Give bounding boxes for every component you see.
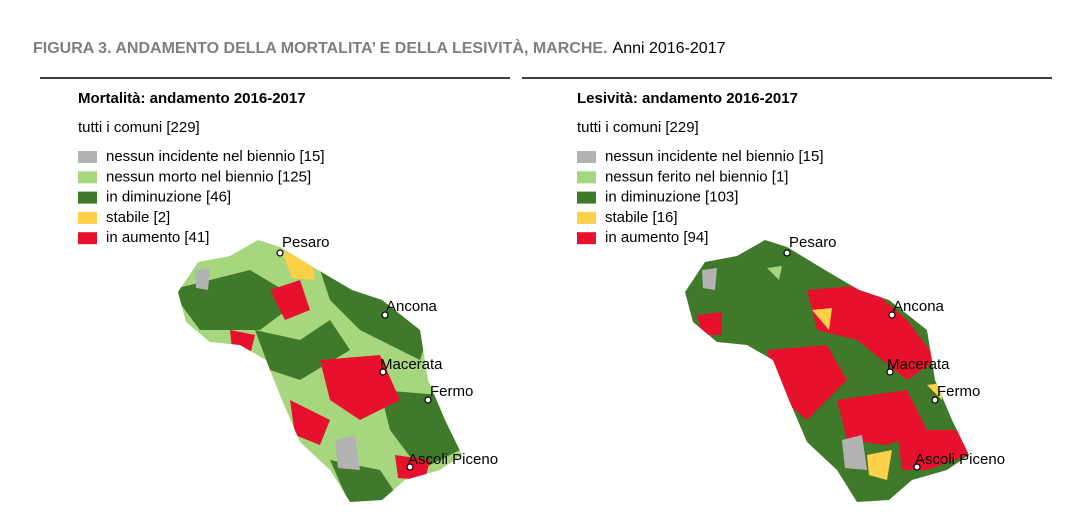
- area: [867, 450, 892, 480]
- city-labels: Pesaro Ancona Macerata Fermo Ascoli Piceno: [276, 234, 498, 471]
- panel-title: Lesività: andamento 2016-2017: [577, 90, 798, 107]
- city-label: Macerata: [380, 356, 443, 373]
- area: [702, 268, 717, 290]
- legend-label: nessun incidente nel biennio [15]: [106, 148, 325, 165]
- legend-swatch: [577, 171, 596, 184]
- legend-label: in aumento [41]: [106, 229, 209, 246]
- city-label: Fermo: [430, 383, 473, 400]
- area: [330, 460, 400, 502]
- area: [842, 435, 867, 470]
- legend: nessun incidente nel biennio [15] nessun …: [78, 148, 325, 246]
- legend-label: nessun ferito nel biennio [1]: [605, 168, 788, 185]
- area: [195, 268, 210, 290]
- city-dot: [931, 396, 939, 404]
- legend-label: stabile [16]: [605, 209, 678, 226]
- area: [767, 266, 782, 280]
- legend-swatch: [78, 191, 97, 204]
- legend-swatch: [78, 151, 97, 163]
- city-label: Macerata: [887, 356, 950, 373]
- city-dot: [406, 463, 414, 471]
- panel-subtitle: tutti i comuni [229]: [577, 119, 699, 136]
- city-dot: [783, 249, 791, 257]
- legend-swatch: [577, 151, 596, 163]
- area: [807, 285, 937, 380]
- legend: nessun incidente nel biennio [15] nessun …: [577, 148, 824, 246]
- city-label: Ancona: [893, 298, 945, 315]
- city-label: Ascoli Piceno: [915, 451, 1005, 468]
- area: [270, 280, 310, 320]
- city-label: Ancona: [386, 298, 438, 315]
- legend-label: in aumento [94]: [605, 229, 708, 246]
- legend-label: in diminuzione [46]: [106, 189, 231, 206]
- area: [380, 390, 460, 470]
- legend-swatch: [78, 171, 97, 184]
- city-label: Fermo: [937, 383, 980, 400]
- area: [320, 270, 430, 360]
- area: [812, 308, 832, 330]
- city-dot: [913, 463, 921, 471]
- figure-period: Anni 2016-2017: [613, 40, 726, 57]
- city-label: Pesaro: [789, 234, 837, 251]
- legend-swatch: [78, 232, 97, 245]
- legend-swatch: [577, 211, 596, 224]
- legend-label: stabile [2]: [106, 209, 170, 226]
- area: [255, 320, 350, 380]
- area: [697, 312, 722, 335]
- city-dot: [424, 396, 432, 404]
- city-labels: Pesaro Ancona Macerata Fermo Ascoli Piceno: [783, 234, 1005, 471]
- figure-heading: FIGURA 3. ANDAMENTO DELLA MORTALITA’ E D…: [33, 38, 726, 57]
- city-dot: [379, 368, 387, 376]
- city-dot: [276, 249, 284, 257]
- city-dot: [381, 311, 389, 319]
- panel-title: Mortalità: andamento 2016-2017: [78, 90, 306, 107]
- legend-swatch: [78, 211, 97, 224]
- area: [335, 435, 360, 470]
- area: [897, 430, 969, 470]
- legend-label: nessun incidente nel biennio [15]: [605, 148, 824, 165]
- legend-label: in diminuzione [103]: [605, 189, 738, 206]
- city-label: Pesaro: [282, 234, 330, 251]
- city-dot: [886, 368, 894, 376]
- figure-label: FIGURA 3. ANDAMENTO DELLA MORTALITA’ E D…: [33, 38, 608, 57]
- city-label: Ascoli Piceno: [408, 451, 498, 468]
- panel: Mortalità: andamento 2016-2017 tutti i c…: [78, 90, 498, 502]
- panel-subtitle: tutti i comuni [229]: [78, 119, 200, 136]
- legend-label: nessun morto nel biennio [125]: [106, 168, 311, 185]
- legend-swatch: [577, 232, 596, 245]
- area: [290, 400, 330, 445]
- legend-swatch: [577, 191, 596, 204]
- panel: Lesività: andamento 2016-2017 tutti i co…: [577, 90, 1005, 502]
- city-dot: [888, 311, 896, 319]
